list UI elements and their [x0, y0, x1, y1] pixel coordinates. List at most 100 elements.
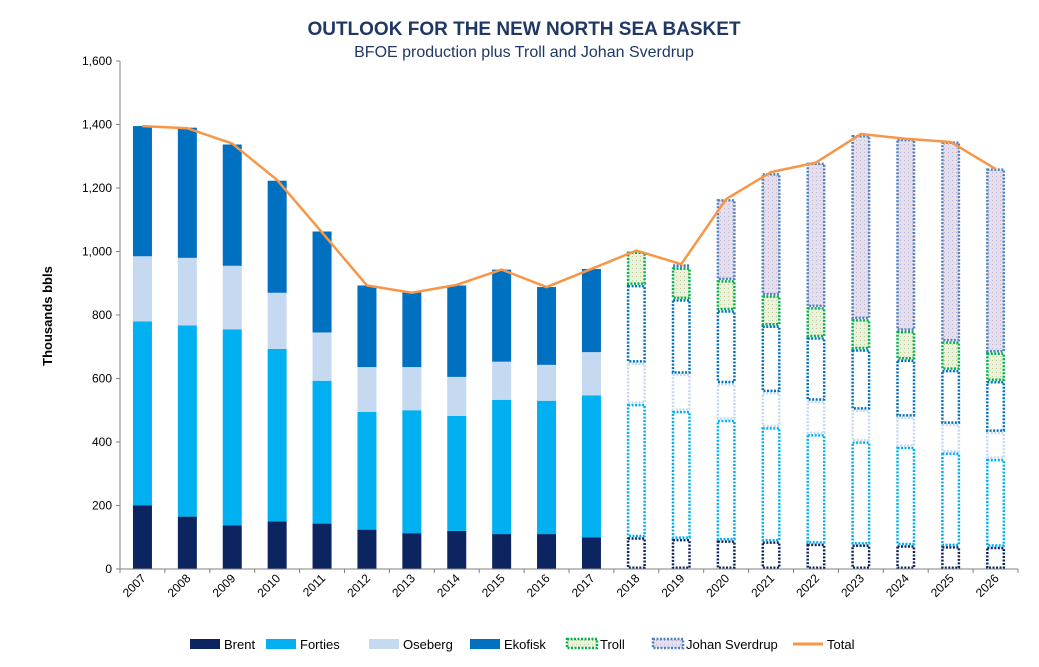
bar-brent-2017 — [581, 537, 601, 569]
bar-oseberg-2019 — [671, 373, 691, 411]
bar-troll-2019 — [671, 267, 691, 300]
x-tick-label: 2016 — [524, 571, 553, 600]
x-tick-label: 2022 — [793, 571, 822, 600]
bar-ekofisk-2023 — [851, 349, 871, 410]
x-tick-label: 2017 — [569, 571, 598, 600]
bar-forties-2019 — [671, 410, 691, 539]
legend-label-brent: Brent — [224, 637, 255, 652]
bar-forties-2008 — [177, 325, 197, 517]
bar-johan-sverdrup-2023 — [851, 134, 871, 320]
y-tick-label: 1,600 — [82, 54, 112, 68]
bar-oseberg-2014 — [447, 376, 467, 416]
bar-ekofisk-2021 — [761, 325, 781, 393]
x-tick-label: 2021 — [748, 571, 777, 600]
x-tick-label: 2008 — [165, 571, 194, 600]
bar-troll-2025 — [941, 341, 961, 370]
legend-label-troll: Troll — [600, 637, 625, 652]
bars-layer — [132, 126, 1006, 570]
bar-ekofisk-2015 — [492, 269, 512, 362]
y-tick-label: 600 — [92, 372, 112, 386]
bar-oseberg-2016 — [537, 364, 557, 401]
bar-brent-2007 — [132, 505, 152, 569]
y-tick-label: 1,400 — [82, 118, 112, 132]
bar-troll-2018 — [626, 251, 646, 285]
bar-johan-sverdrup-2020 — [716, 199, 736, 281]
bar-oseberg-2011 — [312, 332, 332, 381]
y-axis-label: Thousands bbls — [40, 266, 55, 366]
bar-oseberg-2026 — [986, 431, 1006, 459]
bar-ekofisk-2017 — [581, 268, 601, 353]
bar-oseberg-2024 — [896, 416, 916, 447]
bar-troll-2023 — [851, 319, 871, 350]
x-tick-label: 2020 — [703, 571, 732, 600]
bar-forties-2024 — [896, 446, 916, 546]
x-tick-label: 2018 — [614, 571, 643, 600]
bar-forties-2016 — [537, 400, 557, 535]
bar-oseberg-2022 — [806, 400, 826, 435]
legend-swatch-brent — [190, 639, 220, 649]
bar-brent-2021 — [761, 541, 781, 570]
x-tick-label: 2024 — [883, 571, 912, 600]
bar-brent-2019 — [671, 538, 691, 570]
bar-forties-2025 — [941, 452, 961, 547]
bar-ekofisk-2007 — [132, 126, 152, 257]
legend-swatch-forties — [266, 639, 296, 649]
bar-ekofisk-2011 — [312, 231, 332, 333]
bar-troll-2022 — [806, 307, 826, 338]
bar-ekofisk-2020 — [716, 310, 736, 384]
bar-forties-2014 — [447, 415, 467, 531]
y-tick-label: 400 — [92, 435, 112, 449]
bar-ekofisk-2022 — [806, 337, 826, 401]
bar-oseberg-2009 — [222, 265, 242, 330]
x-tick-label: 2013 — [389, 571, 418, 600]
bar-brent-2018 — [626, 537, 646, 569]
bar-johan-sverdrup-2019 — [671, 264, 691, 268]
bar-oseberg-2012 — [357, 367, 377, 412]
bar-forties-2026 — [986, 458, 1006, 547]
y-tick-label: 0 — [105, 562, 112, 576]
legend-swatch-troll — [565, 637, 599, 650]
x-tick-label: 2012 — [344, 571, 373, 600]
bar-forties-2010 — [267, 348, 287, 522]
chart-subtitle: BFOE production plus Troll and Johan Sve… — [354, 44, 694, 61]
legend-label-total: Total — [827, 637, 855, 652]
bar-oseberg-2018 — [626, 362, 646, 404]
legend-label-johan-sverdrup: Johan Sverdrup — [686, 637, 778, 652]
bar-ekofisk-2012 — [357, 285, 377, 368]
y-axis: 0 200 400 600 800 1,000 1,200 1,400 1,600 — [82, 54, 120, 576]
bar-ekofisk-2024 — [896, 359, 916, 417]
x-tick-label: 2009 — [210, 571, 239, 600]
bar-brent-2022 — [806, 543, 826, 569]
x-tick-label: 2011 — [300, 571, 328, 599]
x-axis: 2007 2008 2009 2010 2011 2012 2013 2014 2015 2016… — [119, 569, 1019, 600]
chart-title: OUTLOOK FOR THE NEW NORTH SEA BASKET — [307, 19, 741, 40]
bar-oseberg-2017 — [581, 352, 601, 396]
x-tick-label: 2025 — [928, 571, 957, 600]
bar-ekofisk-2009 — [222, 144, 242, 266]
bar-oseberg-2021 — [761, 392, 781, 428]
bar-oseberg-2007 — [132, 256, 152, 322]
bar-oseberg-2023 — [851, 409, 871, 442]
x-tick-label: 2019 — [659, 571, 688, 600]
legend-label-ekofisk: Ekofisk — [504, 637, 546, 652]
bar-forties-2022 — [806, 434, 826, 544]
bar-ekofisk-2026 — [986, 381, 1006, 432]
bar-forties-2017 — [581, 395, 601, 538]
bar-forties-2018 — [626, 403, 646, 538]
bar-brent-2020 — [716, 540, 736, 569]
bar-troll-2026 — [986, 352, 1006, 382]
bar-ekofisk-2010 — [267, 180, 287, 293]
bar-brent-2023 — [851, 544, 871, 569]
bar-johan-sverdrup-2025 — [941, 141, 961, 342]
bar-forties-2023 — [851, 441, 871, 545]
bar-brent-2011 — [312, 523, 332, 569]
y-tick-label: 800 — [92, 308, 112, 322]
x-tick-label: 2010 — [254, 571, 283, 600]
bar-ekofisk-2008 — [177, 127, 197, 258]
y-tick-label: 1,200 — [82, 181, 112, 195]
bar-ekofisk-2014 — [447, 285, 467, 377]
total-line — [142, 124, 997, 295]
bar-brent-2024 — [896, 545, 916, 569]
bar-forties-2009 — [222, 329, 242, 526]
legend-swatch-oseberg — [369, 639, 399, 649]
